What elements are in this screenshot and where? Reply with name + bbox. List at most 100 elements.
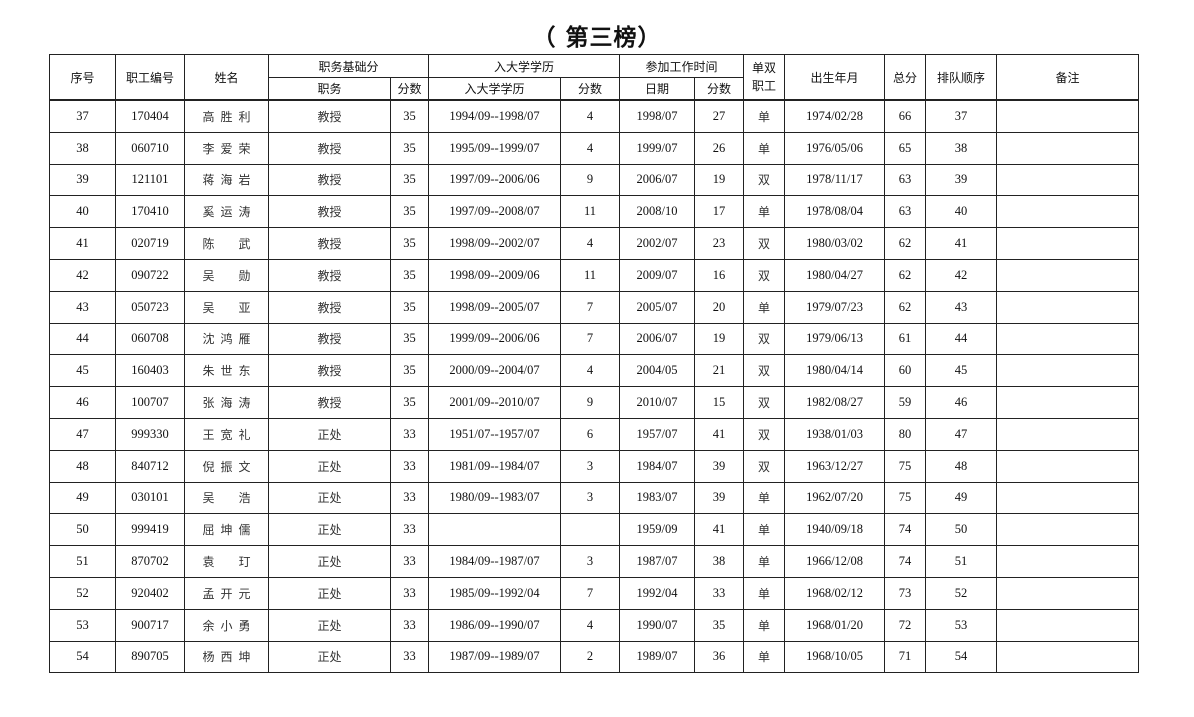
cell-name: 杨西坤	[184, 640, 269, 674]
header-dual-text: 单双职工	[752, 61, 777, 93]
cell-work-date: 2008/10	[619, 195, 696, 229]
cell-remark	[996, 481, 1140, 515]
cell-emp-id: 920402	[115, 576, 185, 610]
cell-birth: 1982/08/27	[784, 386, 886, 419]
header-edu: 入大学学历	[428, 77, 562, 101]
cell-name: 沈鸿雁	[184, 322, 269, 356]
cell-seq: 46	[49, 386, 116, 419]
header-birth: 出生年月	[784, 54, 886, 101]
cell-post: 教授	[268, 131, 391, 165]
cell-work-score: 41	[694, 417, 745, 451]
cell-seq: 47	[49, 417, 116, 451]
name-text: 吴亚	[202, 300, 251, 315]
header-emp-id: 职工编号	[115, 54, 185, 101]
cell-emp-id: 999419	[115, 513, 185, 547]
name-text: 吴浩	[202, 491, 251, 506]
cell-total: 61	[884, 322, 927, 356]
header-edu-group: 入大学学历	[428, 54, 621, 78]
cell-dual: 双	[743, 163, 786, 197]
cell-dual: 单	[743, 640, 786, 674]
name-text: 沈鸿雁	[202, 332, 251, 347]
cell-dual: 双	[743, 417, 786, 451]
name-text: 吴勋	[202, 268, 251, 283]
cell-total: 60	[884, 354, 927, 388]
cell-work-score: 39	[694, 481, 745, 515]
cell-edu-score: 4	[560, 354, 621, 388]
cell-seq: 52	[49, 576, 116, 610]
cell-edu: 2000/09--2004/07	[428, 354, 562, 388]
table-row: 49 030101 吴浩 正处 33 1980/09--1983/07 3 1983/07 39…	[49, 481, 1140, 515]
cell-emp-id: 090722	[115, 258, 185, 292]
cell-work-date: 1992/04	[619, 576, 696, 610]
name-text: 袁玎	[202, 555, 251, 570]
name-text: 李爱荣	[202, 141, 251, 156]
cell-birth: 1979/06/13	[784, 322, 886, 356]
cell-edu: 1986/09--1990/07	[428, 608, 562, 642]
cell-post-score: 33	[389, 449, 430, 483]
cell-emp-id: 999330	[115, 417, 185, 451]
cell-rank: 45	[925, 354, 998, 388]
cell-rank: 44	[925, 322, 998, 356]
cell-dual: 单	[743, 195, 786, 229]
cell-remark	[996, 576, 1140, 610]
table-row: 48 840712 倪振文 正处 33 1981/09--1984/07 3 1984/07 3…	[49, 449, 1140, 483]
cell-edu: 1984/09--1987/07	[428, 545, 562, 578]
cell-seq: 43	[49, 290, 116, 324]
cell-edu-score: 3	[560, 481, 621, 515]
cell-rank: 52	[925, 576, 998, 610]
cell-birth: 1962/07/20	[784, 481, 886, 515]
cell-name: 蒋海岩	[184, 163, 269, 197]
cell-edu: 1997/09--2008/07	[428, 195, 562, 229]
cell-emp-id: 100707	[115, 386, 185, 419]
cell-post: 教授	[268, 258, 391, 292]
cell-name: 孟开元	[184, 576, 269, 610]
cell-post: 正处	[268, 576, 391, 610]
cell-post-score: 33	[389, 417, 430, 451]
header-total: 总分	[884, 54, 927, 101]
cell-work-score: 23	[694, 227, 745, 260]
table-row: 44 060708 沈鸿雁 教授 35 1999/09--2006/06 7 2006/07 1…	[49, 322, 1140, 356]
cell-post-score: 35	[389, 258, 430, 292]
cell-edu: 1999/09--2006/06	[428, 322, 562, 356]
cell-work-score: 16	[694, 258, 745, 292]
cell-emp-id: 060710	[115, 131, 185, 165]
cell-emp-id: 121101	[115, 163, 185, 197]
cell-birth: 1978/08/04	[784, 195, 886, 229]
cell-dual: 单	[743, 608, 786, 642]
cell-total: 59	[884, 386, 927, 419]
name-text: 蒋海岩	[202, 173, 251, 188]
cell-post-score: 33	[389, 640, 430, 674]
cell-post-score: 35	[389, 354, 430, 388]
cell-post: 正处	[268, 449, 391, 483]
cell-post: 正处	[268, 481, 391, 515]
cell-seq: 38	[49, 131, 116, 165]
cell-edu: 1998/09--2005/07	[428, 290, 562, 324]
cell-rank: 41	[925, 227, 998, 260]
cell-emp-id: 050723	[115, 290, 185, 324]
cell-seq: 49	[49, 481, 116, 515]
cell-seq: 41	[49, 227, 116, 260]
table-row: 42 090722 吴勋 教授 35 1998/09--2009/06 11 2009/07 1…	[49, 258, 1140, 292]
cell-post-score: 33	[389, 608, 430, 642]
cell-total: 74	[884, 545, 927, 578]
cell-dual: 双	[743, 227, 786, 260]
cell-name: 倪振文	[184, 449, 269, 483]
cell-rank: 42	[925, 258, 998, 292]
cell-emp-id: 170410	[115, 195, 185, 229]
cell-remark	[996, 322, 1140, 356]
cell-post-score: 35	[389, 290, 430, 324]
cell-remark	[996, 386, 1140, 419]
cell-edu	[428, 513, 562, 547]
cell-remark	[996, 513, 1140, 547]
cell-post: 教授	[268, 290, 391, 324]
cell-edu-score: 3	[560, 449, 621, 483]
cell-rank: 43	[925, 290, 998, 324]
cell-post: 教授	[268, 99, 391, 133]
cell-work-date: 1987/07	[619, 545, 696, 578]
cell-emp-id: 840712	[115, 449, 185, 483]
name-text: 高胜利	[202, 109, 251, 124]
cell-seq: 39	[49, 163, 116, 197]
cell-dual: 单	[743, 513, 786, 547]
cell-edu-score: 7	[560, 576, 621, 610]
cell-post-score: 33	[389, 545, 430, 578]
